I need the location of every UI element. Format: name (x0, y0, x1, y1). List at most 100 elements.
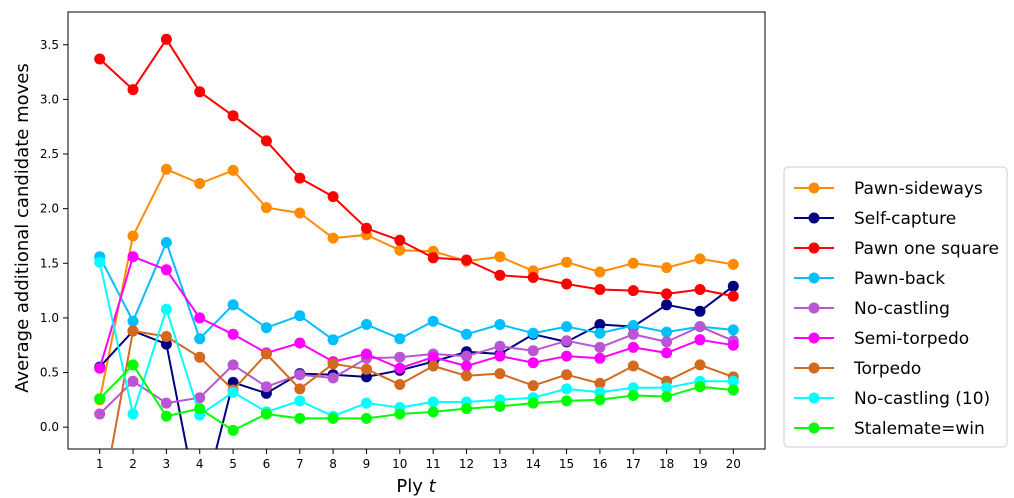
legend-swatch-marker (808, 212, 820, 224)
legend-swatch-marker (808, 362, 820, 374)
legend-label: Pawn-sideways (854, 179, 983, 199)
data-point (94, 362, 106, 374)
data-point (361, 371, 372, 383)
data-point (260, 348, 272, 360)
data-point (160, 237, 172, 248)
data-point (461, 370, 472, 382)
data-point (361, 348, 372, 360)
data-point (727, 324, 739, 336)
data-point (394, 244, 406, 256)
x-tick-label: 11 (426, 457, 441, 471)
data-point (527, 380, 539, 392)
legend-label: Torpedo (853, 359, 921, 379)
data-point (194, 178, 206, 189)
y-tick-label: 1.0 (40, 311, 59, 325)
x-tick-label: 16 (592, 457, 607, 471)
x-tick-label: 20 (726, 457, 741, 471)
data-point (194, 333, 206, 345)
data-point (494, 340, 506, 352)
data-point (394, 362, 406, 374)
x-tick-label: 19 (692, 457, 707, 471)
data-point (694, 381, 706, 393)
x-tick-label: 18 (659, 457, 674, 471)
y-tick-label: 0.5 (40, 366, 59, 380)
data-point (427, 406, 439, 418)
legend-label: No-castling (10) (854, 389, 990, 409)
data-point (594, 327, 606, 339)
data-point (494, 251, 506, 263)
legend-item: Pawn one square (794, 239, 999, 259)
data-point (627, 390, 639, 401)
legend-label: Semi-torpedo (854, 329, 969, 349)
data-point (527, 327, 539, 339)
data-point (594, 319, 606, 330)
data-point (327, 191, 339, 203)
data-point (327, 372, 339, 384)
data-point (694, 321, 706, 333)
legend-label: Self-capture (854, 209, 956, 229)
data-point (594, 386, 606, 398)
data-point (160, 264, 172, 276)
x-tick-label: 2 (129, 457, 137, 471)
data-point (194, 86, 206, 98)
data-point (227, 328, 239, 340)
data-point (327, 358, 339, 370)
data-point (294, 207, 306, 219)
data-point (361, 319, 372, 330)
data-point (461, 360, 472, 372)
legend-swatch-marker (808, 422, 820, 434)
data-point (127, 84, 139, 96)
data-point (361, 412, 372, 424)
data-point (661, 391, 673, 403)
data-point (294, 337, 306, 349)
data-point (627, 285, 639, 297)
data-point (294, 395, 306, 407)
data-point (160, 397, 172, 409)
x-tick-label: 9 (363, 457, 371, 471)
data-point (627, 328, 639, 340)
legend-frame (783, 166, 1008, 448)
x-tick-label: 17 (626, 457, 641, 471)
data-point (561, 369, 573, 381)
data-point (127, 230, 139, 242)
data-point (461, 350, 472, 362)
legend-swatch-marker (808, 242, 820, 254)
x-tick-label: 12 (459, 457, 474, 471)
legend-item: Torpedo (794, 359, 921, 379)
series-line (98, 255, 734, 370)
data-point (260, 202, 272, 214)
y-tick-label: 3.5 (40, 38, 59, 52)
data-point (361, 397, 372, 409)
data-point (327, 334, 339, 346)
data-point (594, 352, 606, 364)
data-point (160, 303, 172, 315)
data-point (94, 53, 106, 65)
data-point (727, 258, 739, 270)
x-tick-label: 14 (526, 457, 541, 471)
legend-label: Pawn one square (854, 239, 999, 259)
data-point (727, 280, 739, 292)
data-point (727, 384, 739, 396)
data-point (361, 222, 372, 234)
legend-item: Stalemate=win (794, 419, 985, 439)
data-point (327, 232, 339, 244)
data-point (227, 424, 239, 436)
data-point (594, 284, 606, 295)
data-point (561, 321, 573, 333)
data-point (260, 381, 272, 393)
data-point (227, 299, 239, 311)
data-point (661, 288, 673, 300)
data-point (294, 383, 306, 395)
data-point (594, 377, 606, 389)
data-point (427, 360, 439, 372)
data-point (461, 403, 472, 415)
data-point (527, 397, 539, 409)
data-point (361, 363, 372, 375)
data-point (727, 290, 739, 302)
data-point (294, 310, 306, 322)
series-pawn-back (94, 237, 739, 346)
data-point (194, 312, 206, 324)
y-tick-label: 2.5 (40, 147, 59, 161)
series-line (98, 363, 734, 432)
